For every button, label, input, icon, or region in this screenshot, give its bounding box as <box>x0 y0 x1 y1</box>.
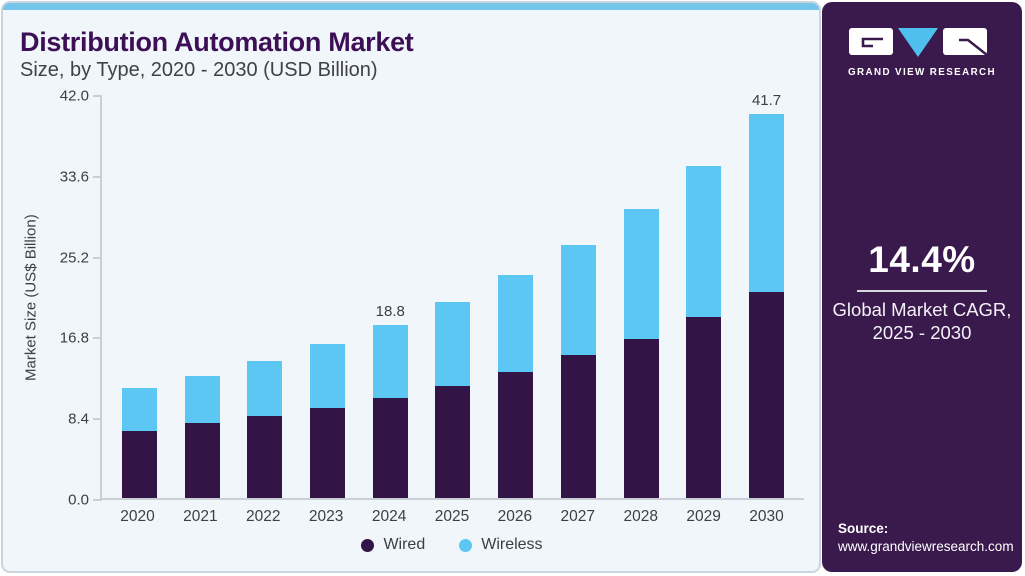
bar-segment-wired-2030 <box>749 291 785 498</box>
legend-item-wired: Wired <box>361 536 425 554</box>
y-tick-label-0.0: 0.0 <box>68 491 89 509</box>
y-tick-25.2 <box>93 256 102 259</box>
x-label-2020: 2020 <box>120 508 155 525</box>
bar-segment-wired-2029 <box>686 316 722 498</box>
cagr-value: 14.4% <box>868 239 976 280</box>
bar-2023 <box>310 344 346 498</box>
bar-segment-wireless-2029 <box>686 165 722 317</box>
cagr-caption-line1: Global Market CAGR, <box>832 299 1012 320</box>
y-tick-16.8 <box>93 337 102 340</box>
legend-label-wireless: Wireless <box>481 536 543 553</box>
total-label-2030: 41.7 <box>751 91 782 109</box>
x-label-2021: 2021 <box>183 508 218 525</box>
bar-segment-wireless-2024 <box>372 324 408 398</box>
y-tick-label-25.2: 25.2 <box>59 249 89 267</box>
page-subtitle: Size, by Type, 2020 - 2030 (USD Billion) <box>20 59 378 81</box>
legend-dot-wired <box>361 538 375 552</box>
cagr-caption-line2: 2025 - 2030 <box>872 321 972 343</box>
bar-segment-wired-2021 <box>184 423 220 498</box>
x-label-2027: 2027 <box>560 508 596 525</box>
bar-segment-wireless-2030 <box>749 113 785 292</box>
accent-strip <box>3 3 819 10</box>
total-label-2024: 18.8 <box>375 302 405 320</box>
bar-segment-wired-2023 <box>310 407 346 498</box>
bar-2020 <box>121 388 157 498</box>
cagr-divider <box>857 290 987 292</box>
y-tick-0.0 <box>93 499 102 501</box>
bar-2026 <box>498 275 534 498</box>
bar-segment-wireless-2022 <box>247 360 283 417</box>
svg-text:GRAND VIEW RESEARCH: GRAND VIEW RESEARCH <box>848 66 996 78</box>
bar-segment-wireless-2028 <box>623 208 659 339</box>
source-url: www.grandviewresearch.com <box>838 539 1014 554</box>
bar-segment-wired-2028 <box>623 338 659 498</box>
y-axis-title: Market Size (US$ Billion) <box>22 214 40 382</box>
x-label-2023: 2023 <box>308 508 344 525</box>
bar-2022 <box>247 360 283 498</box>
chart-legend: Wired Wireless <box>100 536 804 554</box>
page-title: Distribution Automation Market <box>20 27 414 57</box>
y-tick-label-42.0: 42.0 <box>59 87 89 105</box>
gvr-logo-icon: GRAND VIEW RESEARCH <box>848 28 996 78</box>
bar-2028 <box>623 208 659 498</box>
x-label-2025: 2025 <box>434 508 470 525</box>
y-tick-33.6 <box>93 175 102 178</box>
legend-dot-wireless <box>459 538 473 552</box>
bar-segment-wired-2026 <box>498 371 534 498</box>
x-label-2022: 2022 <box>246 508 281 525</box>
y-tick-label-33.6: 33.6 <box>59 168 89 186</box>
x-label-2026: 2026 <box>497 508 533 525</box>
y-tick-label-16.8: 16.8 <box>59 329 89 347</box>
x-label-2024: 2024 <box>371 508 407 525</box>
legend-item-wireless: Wireless <box>459 536 543 554</box>
cagr-block: 14.4% Global Market CAGR, 2025 - 2030 <box>822 239 1022 344</box>
bar-segment-wired-2025 <box>435 385 471 498</box>
grand-view-research-logo: GRAND VIEW RESEARCH <box>847 28 997 85</box>
source-block: Source: www.grandviewresearch.com <box>838 521 1014 554</box>
bar-segment-wired-2022 <box>247 416 283 498</box>
bar-segment-wireless-2025 <box>435 301 471 386</box>
x-axis-labels: 2020 2021 2022 2023 2024 2025 2026 2027 2028 2029… <box>100 508 804 526</box>
bar-segment-wireless-2027 <box>560 244 596 356</box>
bar-segment-wireless-2021 <box>184 375 220 424</box>
bar-segment-wireless-2023 <box>310 344 346 408</box>
y-tick-42.0 <box>93 95 102 97</box>
bar-segment-wired-2024 <box>372 397 408 498</box>
bar-2030: 41.7 <box>749 92 785 498</box>
bar-group: 18.8 41.7 <box>102 92 804 498</box>
bar-segment-wireless-2020 <box>121 388 157 431</box>
bar-segment-wired-2020 <box>121 430 157 498</box>
x-label-2030: 2030 <box>749 508 784 525</box>
plot-area: 0.0 8.4 16.8 25.2 33.6 42.0 18.8 41.7 <box>60 88 804 509</box>
y-tick-8.4 <box>93 418 102 421</box>
bar-2021 <box>184 375 220 498</box>
bar-2027 <box>560 244 596 498</box>
bar-2024: 18.8 <box>372 303 408 498</box>
source-label: Source: <box>838 521 889 536</box>
x-label-2029: 2029 <box>686 508 721 525</box>
bar-2029 <box>686 165 722 498</box>
x-label-2028: 2028 <box>623 508 658 525</box>
legend-label-wired: Wired <box>383 536 426 553</box>
y-tick-label-8.4: 8.4 <box>68 410 89 428</box>
brand-sidebar: GRAND VIEW RESEARCH 14.4% Global Market … <box>822 2 1022 572</box>
bar-2025 <box>435 301 471 498</box>
bar-segment-wireless-2026 <box>498 275 534 372</box>
bar-segment-wired-2027 <box>560 355 596 498</box>
